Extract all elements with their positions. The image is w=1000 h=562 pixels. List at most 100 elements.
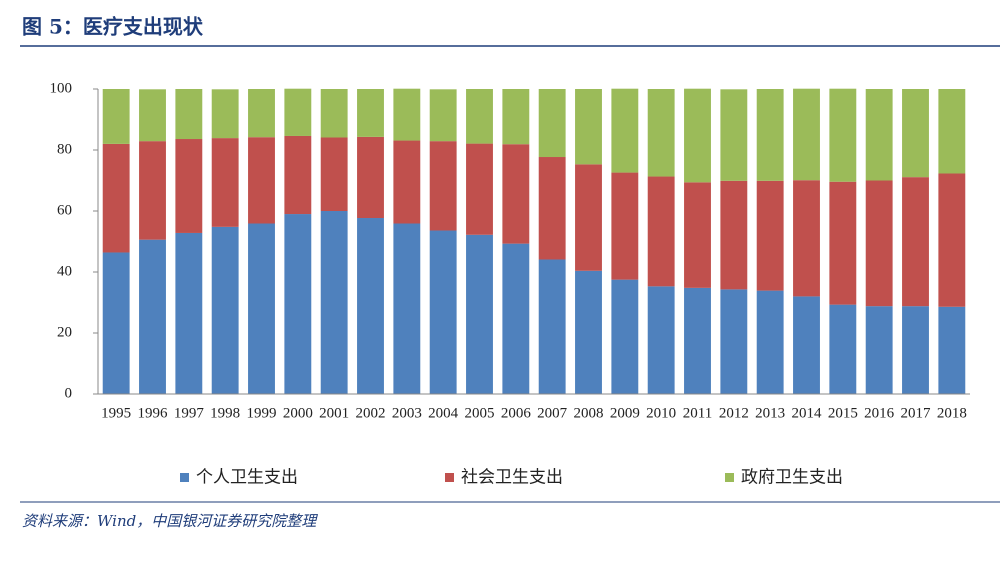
bar-segment	[938, 173, 966, 307]
x-tick-label: 2008	[574, 405, 604, 421]
bar-segment	[829, 304, 857, 394]
bar-segment	[865, 180, 893, 307]
bar-segment	[429, 89, 457, 142]
bar-segment	[611, 172, 639, 280]
x-tick-label: 2015	[828, 405, 858, 421]
x-tick-label: 2012	[719, 405, 749, 421]
bar-segment	[611, 279, 639, 394]
chart-title: 图 5：医疗支出现状	[22, 15, 204, 39]
bar-segment	[248, 137, 275, 224]
bar-segment	[139, 141, 166, 240]
bar-segment	[538, 157, 566, 260]
bar-segment	[684, 287, 711, 394]
legend-swatch	[445, 473, 454, 482]
bar-segment	[211, 138, 239, 227]
y-tick-label: 20	[57, 324, 72, 340]
bar-segment	[320, 137, 348, 211]
bar-segment	[175, 89, 203, 140]
bar-segment	[647, 286, 675, 394]
bar-segment	[829, 181, 857, 305]
legend-label: 政府卫生支出	[741, 468, 843, 488]
bar-segment	[902, 306, 929, 394]
bar-segment	[320, 89, 348, 138]
x-tick-label: 2014	[792, 405, 823, 421]
bar-segment	[756, 290, 784, 394]
bar-segment	[357, 136, 384, 219]
bar-segment	[211, 226, 239, 394]
bar-segment	[793, 180, 820, 297]
bar-segment	[320, 211, 348, 394]
bar-segment	[865, 306, 893, 394]
x-tick-label: 2013	[755, 405, 785, 421]
bar-segment	[393, 140, 421, 224]
x-tick-label: 2003	[392, 405, 422, 421]
bar-segment	[684, 88, 711, 183]
bar-segment	[902, 177, 929, 307]
bar-segment	[466, 89, 493, 144]
bar-segment	[393, 88, 421, 141]
y-tick-label: 80	[57, 141, 72, 157]
legend-label: 个人卫生支出	[196, 468, 298, 488]
bar-segment	[575, 164, 602, 271]
bar-segment	[175, 139, 203, 233]
bar-segment	[248, 89, 275, 138]
bar-segment	[284, 135, 312, 215]
bar-segment	[647, 89, 675, 177]
x-tick-label: 2017	[901, 405, 932, 421]
bar-segment	[538, 259, 566, 394]
x-tick-label: 1997	[174, 405, 205, 421]
x-tick-label: 2000	[283, 405, 313, 421]
bar-segment	[502, 144, 530, 244]
x-tick-label: 2018	[937, 405, 967, 421]
x-tick-label: 2005	[465, 405, 495, 421]
x-tick-label: 2010	[646, 405, 676, 421]
bar-segment	[429, 230, 457, 394]
bar-segment	[793, 88, 820, 181]
bar-segment	[756, 89, 784, 181]
bar-segment	[102, 89, 130, 144]
bar-segment	[647, 176, 675, 287]
bar-segment	[211, 89, 239, 139]
bar-segment	[575, 270, 602, 394]
x-tick-label: 1999	[247, 405, 277, 421]
bar-segment	[357, 218, 384, 394]
source-note: 资料来源：Wind，中国银河证券研究院整理	[22, 512, 318, 530]
y-tick-label: 100	[50, 80, 73, 96]
bar-segment	[139, 239, 166, 394]
bar-segment	[102, 252, 130, 394]
bar-segment	[466, 143, 493, 235]
x-tick-label: 1996	[138, 405, 169, 421]
x-tick-label: 1995	[101, 405, 131, 421]
x-tick-label: 2006	[501, 405, 532, 421]
bar-segment	[175, 232, 203, 394]
bar-segment	[357, 89, 384, 137]
bar-segment	[720, 89, 748, 181]
x-tick-label: 2001	[319, 405, 349, 421]
bar-segment	[393, 223, 421, 394]
bar-segment	[829, 88, 857, 182]
bar-segment	[720, 289, 748, 394]
bar-segment	[793, 296, 820, 394]
bar-segment	[720, 180, 748, 290]
x-tick-label: 2004	[428, 405, 459, 421]
bar-segment	[248, 223, 275, 394]
bar-segment	[902, 89, 929, 178]
bar-segment	[284, 214, 312, 394]
bar-segment	[284, 88, 312, 136]
bar-segment	[938, 306, 966, 394]
bar-segment	[538, 89, 566, 158]
x-tick-label: 2016	[864, 405, 895, 421]
y-tick-label: 40	[57, 263, 72, 279]
x-tick-label: 2007	[537, 405, 568, 421]
x-tick-label: 1998	[210, 405, 240, 421]
y-tick-label: 0	[65, 385, 73, 401]
bar-segment	[865, 89, 893, 181]
bar-segment	[466, 234, 493, 394]
legend-swatch	[180, 473, 189, 482]
bar-segment	[502, 243, 530, 394]
bar-segment	[575, 89, 602, 165]
x-tick-label: 2002	[356, 405, 386, 421]
bar-segment	[102, 143, 130, 253]
bar-segment	[502, 89, 530, 145]
